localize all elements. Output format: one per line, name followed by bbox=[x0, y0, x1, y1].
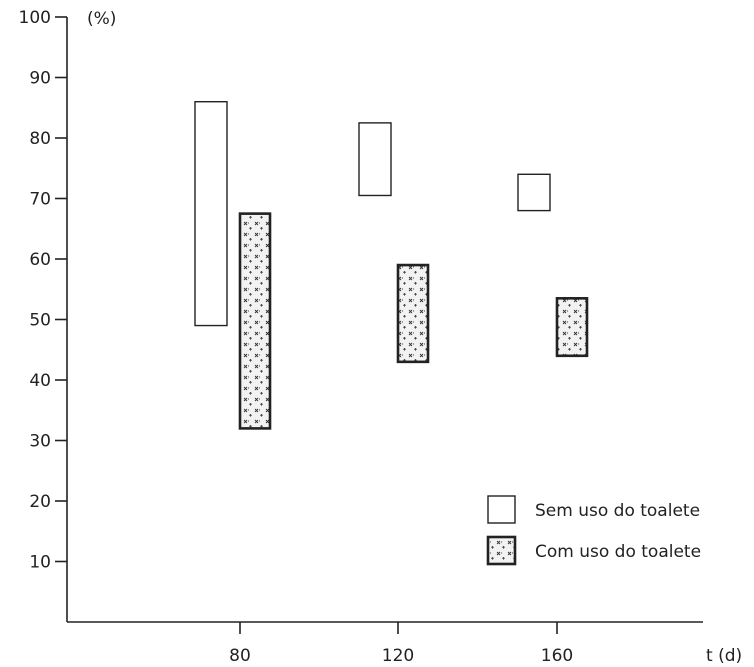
bar-sem-uso-120 bbox=[358, 122, 392, 197]
bar-com-uso-160 bbox=[555, 297, 589, 358]
y-tick-label: 50 bbox=[29, 311, 51, 331]
x-axis-label: t (d) bbox=[706, 646, 742, 666]
y-ticks: 10 20 30 40 50 60 70 80 90 100 bbox=[19, 8, 67, 573]
x-tick-label: 80 bbox=[229, 646, 251, 666]
x-tick-label: 120 bbox=[382, 646, 414, 666]
y-tick-label: 10 bbox=[29, 553, 51, 573]
y-tick-label: 80 bbox=[29, 129, 51, 149]
y-axis-label: (%) bbox=[87, 9, 116, 29]
legend-label-sem-uso: Sem uso do toalete bbox=[535, 501, 700, 521]
y-tick-label: 100 bbox=[19, 8, 51, 28]
y-tick-label: 40 bbox=[29, 371, 51, 391]
x-ticks: 80 120 160 bbox=[229, 622, 573, 666]
y-tick-label: 70 bbox=[29, 190, 51, 210]
bar-com-uso-80 bbox=[238, 212, 272, 430]
y-tick-label: 20 bbox=[29, 492, 51, 512]
bar-sem-uso-80 bbox=[194, 100, 228, 327]
bars bbox=[194, 100, 589, 430]
y-tick-label: 60 bbox=[29, 250, 51, 270]
legend: Sem uso do toalete Com uso do toalete bbox=[486, 495, 701, 566]
x-tick-label: 160 bbox=[541, 646, 573, 666]
legend-swatch-com-uso bbox=[486, 535, 517, 566]
legend-swatch-sem-uso bbox=[487, 495, 516, 524]
y-tick-label: 30 bbox=[29, 432, 51, 452]
legend-label-com-uso: Com uso do toalete bbox=[535, 542, 701, 562]
y-tick-label: 90 bbox=[29, 69, 51, 89]
bar-com-uso-120 bbox=[396, 263, 430, 364]
bar-sem-uso-160 bbox=[517, 173, 551, 212]
